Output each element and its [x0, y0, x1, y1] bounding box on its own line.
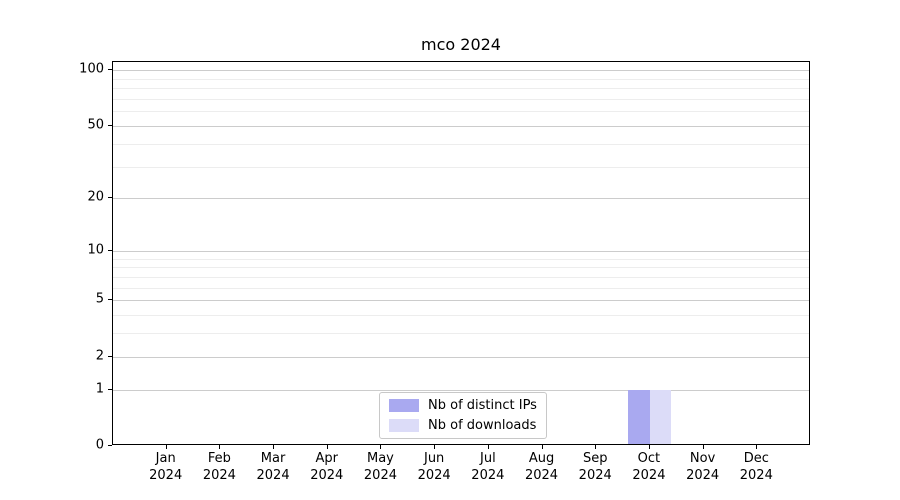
y-tick-label: 5 [95, 291, 104, 307]
y-tick-mark [108, 125, 112, 127]
x-tick-year: 2024 [417, 467, 451, 483]
major-gridline [113, 356, 809, 358]
x-tick-year: 2024 [739, 467, 773, 483]
y-tick-mark [108, 355, 112, 357]
x-tick-year: 2024 [202, 467, 236, 483]
major-gridline [113, 389, 809, 391]
x-tick-mark [595, 445, 597, 449]
minor-gridline [113, 111, 809, 113]
bar-nb-of-distinct-ips [628, 389, 650, 444]
x-tick-label: Aug 2024 [525, 451, 558, 485]
x-tick-label: Apr 2024 [310, 451, 343, 485]
y-tick-label: 2 [95, 348, 104, 364]
x-tick-mark [541, 445, 543, 449]
x-tick-label: Feb 2024 [203, 451, 236, 485]
major-gridline [113, 126, 809, 128]
x-tick-year: 2024 [310, 467, 344, 483]
plot-area [112, 61, 810, 445]
x-tick-mark [380, 445, 382, 449]
minor-gridline [113, 78, 809, 80]
x-tick-year: 2024 [632, 467, 666, 483]
minor-gridline [113, 315, 809, 317]
y-tick-label: 0 [95, 437, 104, 453]
x-tick-mark [273, 445, 275, 449]
x-tick-month: Jul [480, 451, 496, 466]
legend: Nb of distinct IPs Nb of downloads [379, 392, 547, 439]
y-tick-label: 10 [87, 242, 104, 258]
minor-gridline [113, 333, 809, 335]
major-gridline [113, 300, 809, 302]
x-tick-label: May 2024 [364, 451, 397, 485]
x-tick-year: 2024 [363, 467, 397, 483]
legend-label: Nb of downloads [428, 418, 537, 433]
x-tick-month: Nov [689, 451, 716, 466]
legend-swatch [389, 399, 419, 412]
y-tick-mark [108, 249, 112, 251]
y-tick-label: 1 [95, 381, 104, 397]
major-gridline [113, 250, 809, 252]
x-tick-month: May [367, 451, 394, 466]
y-tick-mark [108, 197, 112, 199]
x-tick-month: Oct [637, 451, 661, 466]
legend-row: Nb of downloads [389, 418, 537, 433]
x-tick-year: 2024 [256, 467, 290, 483]
x-tick-mark [487, 445, 489, 449]
y-tick-mark [108, 445, 112, 446]
x-tick-label: Jun 2024 [418, 451, 451, 485]
y-tick-mark [108, 299, 112, 301]
x-tick-mark [702, 445, 704, 449]
legend-row: Nb of distinct IPs [389, 398, 537, 413]
x-tick-month: Jun [423, 451, 445, 466]
major-gridline [113, 70, 809, 72]
minor-gridline [113, 143, 809, 145]
x-tick-mark [165, 445, 167, 449]
x-tick-year: 2024 [686, 467, 720, 483]
major-gridline [113, 198, 809, 200]
y-tick-mark [108, 388, 112, 390]
x-tick-month: Sep [582, 451, 608, 466]
x-tick-label: Oct 2024 [632, 451, 665, 485]
x-tick-year: 2024 [524, 467, 559, 483]
y-tick-label: 100 [79, 61, 104, 77]
x-tick-month: Feb [207, 451, 231, 466]
x-tick-year: 2024 [578, 467, 612, 483]
x-tick-year: 2024 [471, 467, 505, 483]
x-tick-month: Dec [743, 451, 769, 466]
x-tick-label: Jan 2024 [149, 451, 182, 485]
x-tick-label: Dec 2024 [740, 451, 773, 485]
minor-gridline [113, 166, 809, 168]
x-tick-label: Sep 2024 [579, 451, 612, 485]
x-tick-month: Jan [155, 451, 176, 466]
x-tick-month: Aug [528, 451, 555, 466]
minor-gridline [113, 258, 809, 260]
x-tick-mark [219, 445, 221, 449]
minor-gridline [113, 287, 809, 289]
x-tick-mark [648, 445, 650, 449]
x-tick-mark [326, 445, 328, 449]
y-tick-label: 50 [87, 117, 104, 133]
minor-gridline [113, 276, 809, 278]
legend-swatch [389, 419, 419, 432]
y-tick-mark [108, 69, 112, 71]
x-tick-mark [756, 445, 758, 449]
x-tick-year: 2024 [149, 467, 183, 483]
x-tick-month: Mar [260, 451, 286, 466]
x-tick-mark [434, 445, 436, 449]
legend-label: Nb of distinct IPs [428, 398, 537, 413]
minor-gridline [113, 99, 809, 101]
minor-gridline [113, 88, 809, 90]
x-tick-label: Nov 2024 [686, 451, 719, 485]
bar-nb-of-downloads [649, 389, 672, 444]
minor-gridline [113, 267, 809, 269]
x-tick-label: Jul 2024 [471, 451, 504, 485]
y-tick-label: 20 [87, 189, 104, 205]
x-tick-month: Apr [315, 451, 339, 466]
chart-title: mco 2024 [421, 35, 501, 54]
x-tick-label: Mar 2024 [257, 451, 290, 485]
